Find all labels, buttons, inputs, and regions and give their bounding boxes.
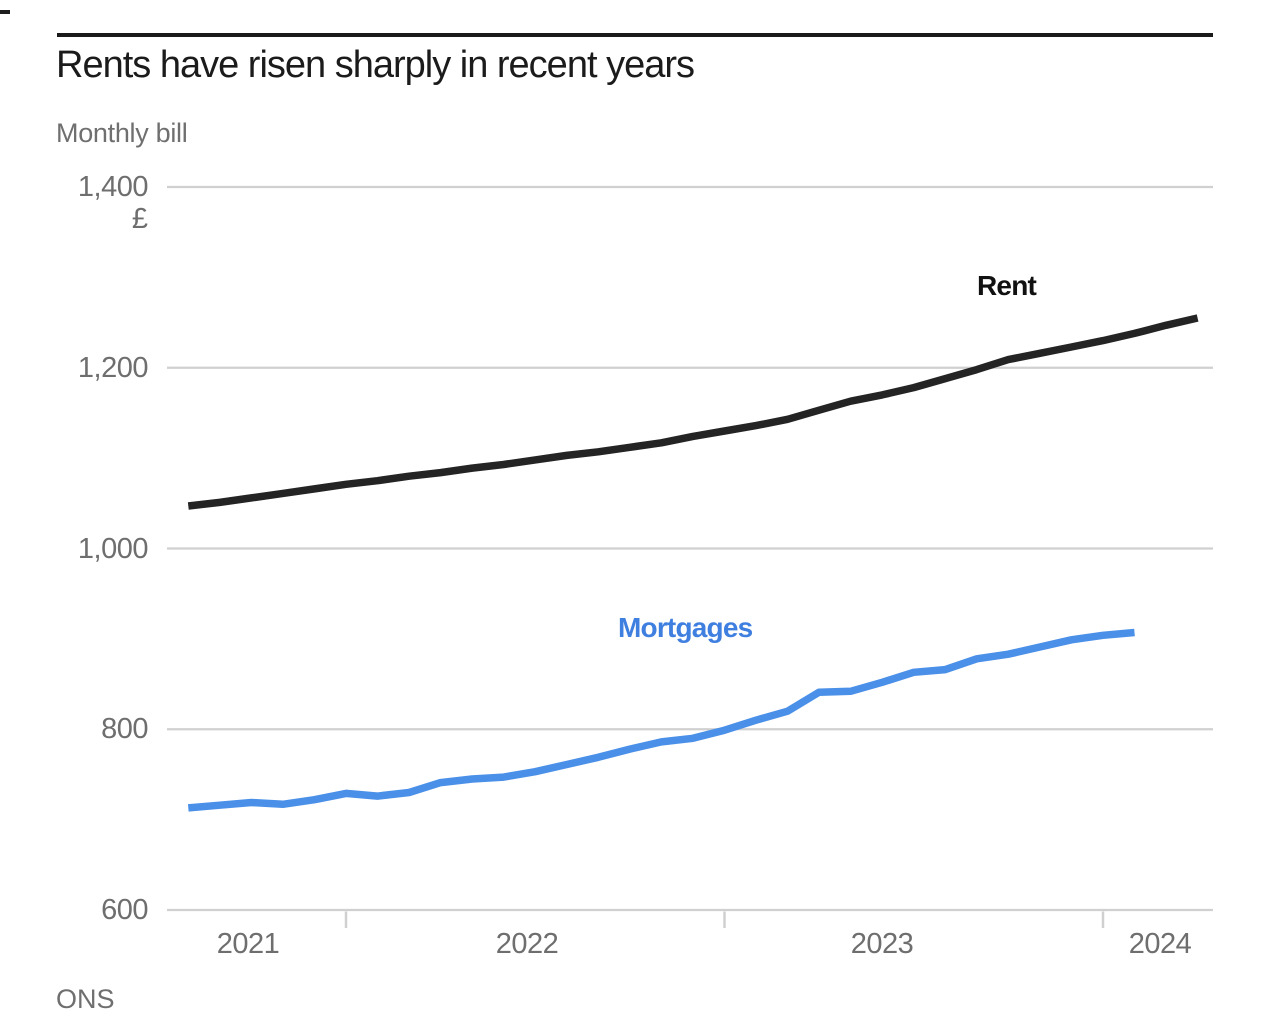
y-tick-label-1000: 1,000: [77, 532, 149, 565]
y-tick-label-1400: 1,400: [77, 171, 149, 203]
x-tick-label-2021: 2021: [216, 928, 280, 960]
top-left-crop-mark: [0, 10, 10, 14]
y-tick-label-1200: 1,200: [77, 351, 149, 384]
rent-series-label: Rent: [977, 270, 1037, 301]
chart-title: Rents have risen sharply in recent years: [56, 44, 695, 86]
x-tick-label-2022: 2022: [495, 928, 559, 960]
x-tick-label-2024: 2024: [1128, 928, 1192, 960]
mortgages-line: [187, 628, 1135, 812]
rent-line: [187, 314, 1199, 510]
title-rule: [57, 33, 1213, 37]
mortgages-series-label: Mortgages: [618, 612, 753, 643]
y-tick-label-600: 600: [101, 894, 148, 926]
chart-subtitle: Monthly bill: [56, 118, 188, 148]
y-axis-unit: £: [131, 203, 148, 235]
x-tick-label-2023: 2023: [850, 928, 914, 960]
source-label: ONS: [56, 984, 115, 1014]
y-tick-label-800: 800: [101, 713, 148, 746]
